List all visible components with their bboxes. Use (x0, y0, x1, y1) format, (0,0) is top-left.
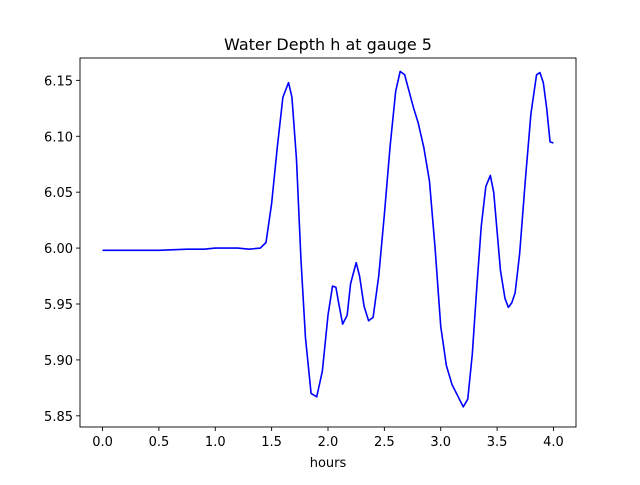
y-tick-label: 5.85 (44, 410, 73, 425)
x-tick-label: 4.0 (543, 435, 564, 450)
x-tick-label: 1.5 (261, 435, 282, 450)
y-tick-label: 6.10 (44, 130, 73, 145)
y-tick-label: 6.00 (44, 242, 73, 257)
y-tick-label: 5.95 (44, 298, 73, 313)
axes-frame (79, 57, 577, 428)
x-tick-label: 2.0 (318, 435, 339, 450)
x-axis: 0.0 0.5 1.0 1.5 2.0 2.5 3.0 3.5 4.0 (92, 427, 564, 450)
x-tick-label: 0.5 (149, 435, 170, 450)
y-tick-label: 6.15 (44, 74, 73, 89)
x-tick-label: 3.0 (430, 435, 451, 450)
chart-title: Water Depth h at gauge 5 (224, 35, 432, 54)
x-tick-label: 0.0 (92, 435, 113, 450)
y-tick-label: 6.05 (44, 186, 73, 201)
x-tick-label: 2.5 (374, 435, 395, 450)
x-tick-label: 1.0 (205, 435, 226, 450)
y-axis: 5.85 5.90 5.95 6.00 6.05 6.10 6.15 (44, 74, 80, 425)
plot-area (79, 57, 577, 428)
y-tick-label: 5.90 (44, 354, 73, 369)
x-tick-label: 3.5 (487, 435, 508, 450)
series-line-0 (102, 70, 554, 408)
x-axis-label: hours (310, 456, 347, 471)
